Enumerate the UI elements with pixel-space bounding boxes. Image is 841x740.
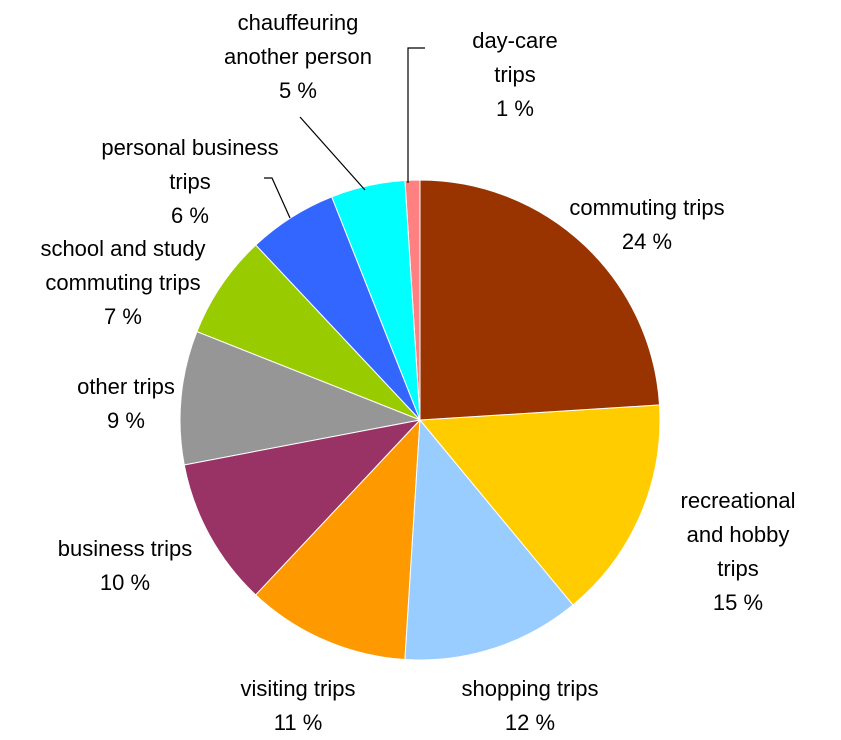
leader-line <box>299 116 366 191</box>
value-label: 7 % <box>104 304 142 329</box>
pie-slice <box>419 179 661 421</box>
slice-label: commuting trips 24 % <box>569 191 724 259</box>
slice-label: personal business trips 6 % <box>101 131 278 233</box>
value-label: 5 % <box>279 78 317 103</box>
pie-slice <box>255 418 421 661</box>
leader-line <box>264 177 291 219</box>
category-label: visiting trips <box>240 676 356 701</box>
slice-label: chauffeuring another person 5 % <box>224 6 372 108</box>
value-label: 1 % <box>496 96 534 121</box>
slice-label: day-care trips 1 % <box>472 24 558 126</box>
slice-label: recreational and hobby trips 15 % <box>681 484 796 620</box>
category-label: shopping trips <box>461 676 599 701</box>
value-label: 12 % <box>504 710 556 735</box>
category-label: personal business trips <box>101 135 279 194</box>
category-label: recreational and hobby trips <box>680 488 796 581</box>
category-label: chauffeuring another person <box>224 10 372 69</box>
value-label: 9 % <box>107 408 145 433</box>
slice-label: visiting trips 11 % <box>241 672 356 740</box>
pie-slice <box>404 418 574 661</box>
slice-label: other trips 9 % <box>77 370 175 438</box>
slice-label: school and study commuting trips 7 % <box>40 232 205 334</box>
value-label: 6 % <box>171 203 209 228</box>
value-label: 11 % <box>273 710 323 735</box>
slice-label: business trips 10 % <box>58 532 193 600</box>
value-label: 10 % <box>99 570 151 595</box>
value-label: 15 % <box>712 590 764 615</box>
category-label: commuting trips <box>569 195 725 220</box>
category-label: business trips <box>57 536 193 561</box>
pie-slice <box>183 419 422 596</box>
value-label: 24 % <box>621 229 673 254</box>
category-label: day-care trips <box>472 28 558 87</box>
pie-slice <box>196 244 421 421</box>
slice-label: shopping trips 12 % <box>462 672 599 740</box>
pie-slice <box>418 404 661 606</box>
category-label: school and study commuting trips <box>40 236 206 295</box>
category-label: other trips <box>77 374 175 399</box>
leader-line <box>407 47 425 183</box>
pie-slice <box>179 331 422 466</box>
